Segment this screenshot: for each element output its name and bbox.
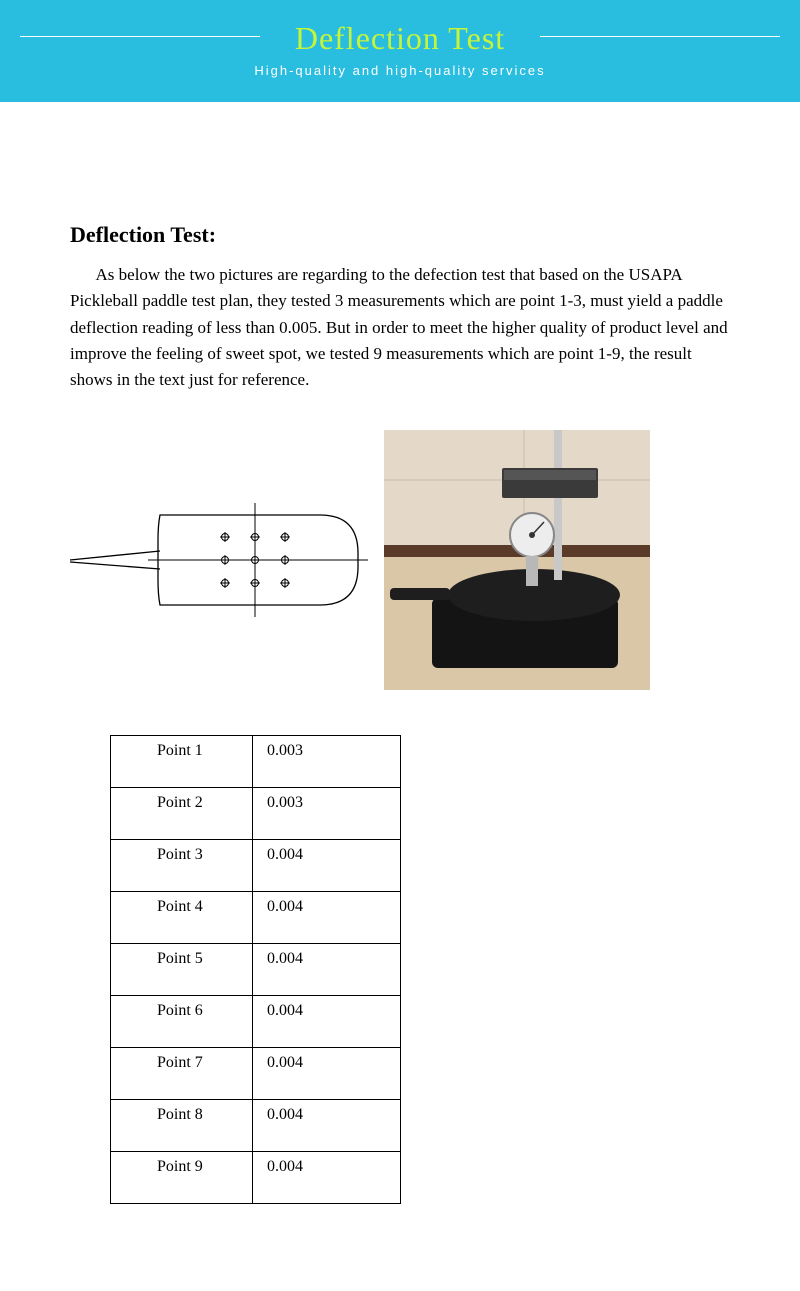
cell-value: 0.004 <box>253 1047 401 1099</box>
paddle-diagram-icon <box>70 485 370 640</box>
cell-point: Point 6 <box>111 995 253 1047</box>
cell-value: 0.004 <box>253 891 401 943</box>
results-table: Point 1 0.003 Point 2 0.003 Point 3 0.00… <box>110 735 401 1204</box>
cell-value: 0.004 <box>253 1099 401 1151</box>
table-row: Point 5 0.004 <box>111 943 401 995</box>
table-row: Point 7 0.004 <box>111 1047 401 1099</box>
cell-point: Point 5 <box>111 943 253 995</box>
banner-title: Deflection Test <box>295 20 505 57</box>
cell-value: 0.003 <box>253 735 401 787</box>
banner-rule-left <box>20 36 260 37</box>
figure-row <box>70 430 730 695</box>
cell-value: 0.004 <box>253 995 401 1047</box>
cell-point: Point 9 <box>111 1151 253 1203</box>
banner-rule-right <box>540 36 780 37</box>
intro-paragraph: As below the two pictures are regarding … <box>70 262 730 394</box>
document-body: Deflection Test: As below the two pictur… <box>0 102 800 1244</box>
cell-value: 0.004 <box>253 839 401 891</box>
table-row: Point 8 0.004 <box>111 1099 401 1151</box>
banner-subtitle: High-quality and high-quality services <box>0 63 800 78</box>
cell-point: Point 8 <box>111 1099 253 1151</box>
cell-point: Point 4 <box>111 891 253 943</box>
banner: Deflection Test High-quality and high-qu… <box>0 0 800 102</box>
cell-value: 0.003 <box>253 787 401 839</box>
cell-value: 0.004 <box>253 943 401 995</box>
cell-point: Point 7 <box>111 1047 253 1099</box>
test-instrument-photo-icon <box>384 430 650 695</box>
table-row: Point 2 0.003 <box>111 787 401 839</box>
table-row: Point 3 0.004 <box>111 839 401 891</box>
cell-value: 0.004 <box>253 1151 401 1203</box>
table-row: Point 6 0.004 <box>111 995 401 1047</box>
table-row: Point 9 0.004 <box>111 1151 401 1203</box>
cell-point: Point 1 <box>111 735 253 787</box>
table-row: Point 1 0.003 <box>111 735 401 787</box>
cell-point: Point 3 <box>111 839 253 891</box>
table-row: Point 4 0.004 <box>111 891 401 943</box>
section-heading: Deflection Test: <box>70 222 730 248</box>
cell-point: Point 2 <box>111 787 253 839</box>
